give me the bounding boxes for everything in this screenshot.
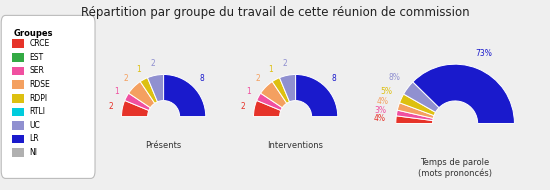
Wedge shape [399,94,436,116]
Wedge shape [272,78,289,103]
Text: 8: 8 [199,74,204,83]
Wedge shape [129,82,155,108]
Text: 1: 1 [136,65,141,74]
Bar [12,135,24,143]
Wedge shape [279,74,296,102]
Text: Temps de parole
(mots prononcés): Temps de parole (mots prononcés) [418,158,492,178]
Wedge shape [122,101,149,117]
Wedge shape [164,74,206,117]
Bar [12,148,24,157]
Text: NI: NI [29,148,37,157]
Text: RDSE: RDSE [29,80,50,89]
Text: 2: 2 [283,59,288,68]
FancyBboxPatch shape [1,15,95,178]
Text: 73%: 73% [475,49,492,58]
Text: Répartition par groupe du travail de cette réunion de commission: Répartition par groupe du travail de cet… [81,6,469,19]
Wedge shape [397,103,434,118]
Text: 4%: 4% [373,114,386,123]
Wedge shape [257,93,282,110]
Text: 2: 2 [123,74,128,83]
Text: 1: 1 [114,87,118,96]
Text: Interventions: Interventions [268,141,323,150]
Bar [12,67,24,75]
Text: RTLI: RTLI [29,107,45,116]
Text: UC: UC [29,121,40,130]
Bar [12,80,24,89]
Text: 2: 2 [108,102,113,111]
Text: Groupes: Groupes [14,29,53,38]
Text: Présents: Présents [146,141,182,150]
Wedge shape [254,101,281,117]
Text: 1: 1 [268,65,273,74]
Bar [12,39,24,48]
Bar [12,108,24,116]
Wedge shape [140,78,157,103]
Text: CRCE: CRCE [29,39,50,48]
Wedge shape [397,110,433,121]
Text: RDPI: RDPI [29,94,47,103]
Text: 8: 8 [331,74,336,83]
Bar [12,121,24,130]
Text: 2: 2 [240,102,245,111]
Bar [12,53,24,62]
Wedge shape [396,116,433,124]
Wedge shape [296,74,338,117]
Wedge shape [125,93,150,110]
Text: 3%: 3% [375,105,387,115]
Wedge shape [404,82,439,112]
Text: 5%: 5% [381,87,392,96]
Wedge shape [147,74,164,102]
Wedge shape [261,82,287,108]
Text: SER: SER [29,66,44,75]
Text: 2: 2 [255,74,260,83]
Wedge shape [413,64,514,124]
Text: 2: 2 [151,59,156,68]
Bar [12,94,24,103]
Text: 1: 1 [246,87,250,96]
Text: EST: EST [29,53,43,62]
Text: 4%: 4% [376,97,388,106]
Text: 8%: 8% [389,73,400,82]
Text: LR: LR [29,135,39,143]
